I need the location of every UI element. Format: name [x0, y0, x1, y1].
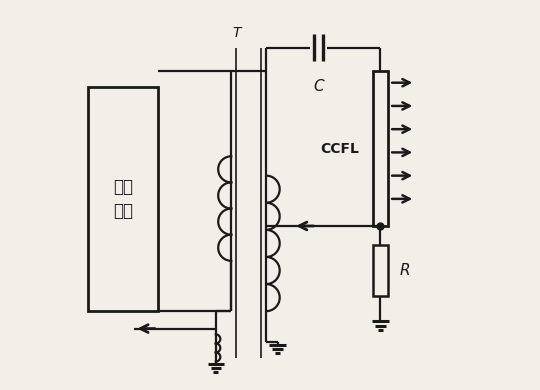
Text: 功率
输出: 功率 输出 [113, 178, 133, 220]
Text: T: T [233, 26, 241, 40]
Text: R: R [400, 263, 410, 278]
Bar [373, 71, 388, 226]
Text: C: C [313, 79, 323, 94]
Bar [373, 245, 388, 296]
Bar [88, 87, 158, 311]
Text: CCFL: CCFL [320, 142, 359, 156]
